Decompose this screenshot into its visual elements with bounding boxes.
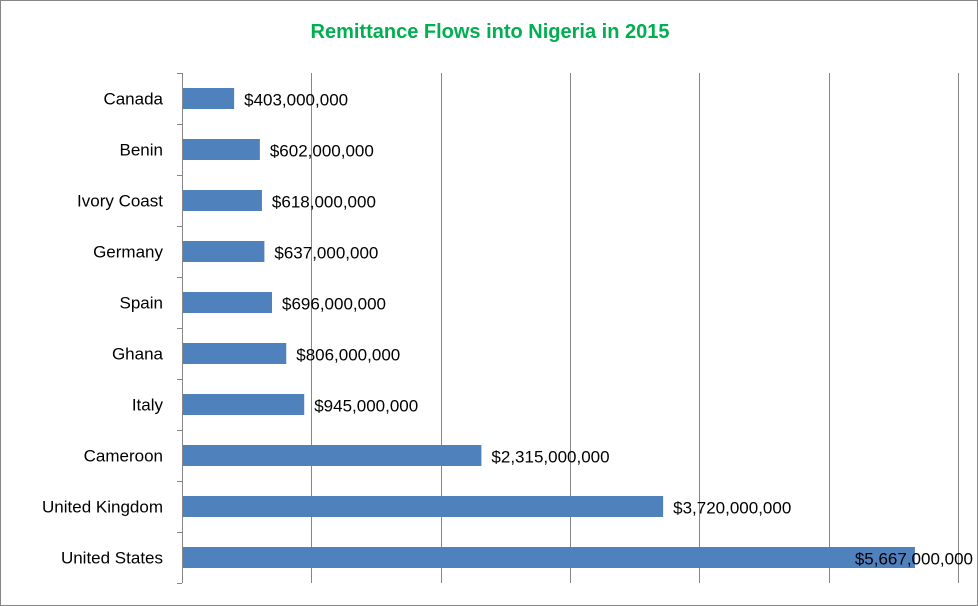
data-label: $637,000,000 (274, 244, 378, 263)
chart-title: Remittance Flows into Nigeria in 2015 (310, 21, 670, 43)
data-label: $602,000,000 (270, 142, 374, 161)
category-axis: Canada Benin Ivory Coast Germany Spain Ghana I… (42, 73, 183, 584)
data-label: $5,667,000,000 (855, 550, 973, 569)
bar (183, 547, 915, 568)
category-label: United States (61, 549, 163, 568)
bar (183, 445, 482, 466)
bar (183, 241, 265, 262)
data-label: $403,000,000 (244, 91, 348, 110)
data-label: $806,000,000 (296, 346, 400, 365)
bar (183, 190, 262, 211)
category-label: Ivory Coast (77, 192, 163, 211)
category-label: Benin (120, 141, 163, 160)
data-label: $696,000,000 (282, 295, 386, 314)
bars (183, 88, 915, 568)
category-label: United Kingdom (42, 498, 163, 517)
bar (183, 394, 305, 415)
category-label: Italy (132, 396, 164, 415)
bar (183, 496, 664, 517)
bar (183, 88, 235, 109)
category-label: Canada (103, 90, 163, 109)
category-label: Ghana (112, 345, 164, 364)
data-label: $2,315,000,000 (491, 448, 609, 467)
data-label: $3,720,000,000 (673, 499, 791, 518)
bar (183, 139, 260, 160)
data-label: $618,000,000 (272, 193, 376, 212)
category-label: Cameroon (84, 447, 163, 466)
data-labels: $403,000,000 $602,000,000 $618,000,000 $637… (244, 91, 973, 569)
bar (183, 292, 273, 313)
category-label: Spain (120, 294, 163, 313)
bar (183, 343, 287, 364)
data-label: $945,000,000 (314, 397, 418, 416)
category-label: Germany (93, 243, 163, 262)
